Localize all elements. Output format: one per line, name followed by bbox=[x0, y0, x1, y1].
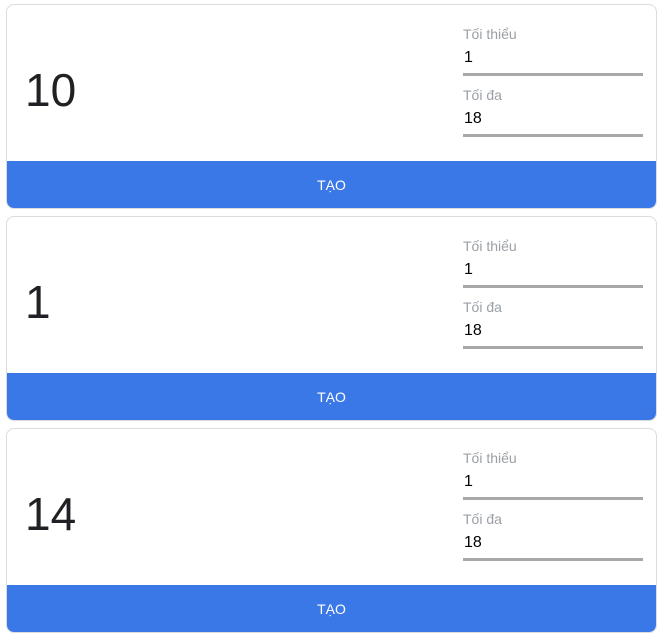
max-label: Tối đa bbox=[463, 511, 502, 527]
min-input[interactable]: 1 bbox=[464, 49, 473, 66]
min-label: Tối thiểu bbox=[463, 450, 517, 466]
min-field[interactable]: Tối thiểu 1 bbox=[463, 23, 643, 84]
max-underline bbox=[463, 134, 643, 137]
result-number: 10 bbox=[25, 64, 77, 116]
generate-button[interactable]: TẠO bbox=[7, 161, 656, 208]
result-number: 14 bbox=[25, 488, 77, 540]
random-number-card: 14 Tối thiểu 1 Tối đa 18 TẠO bbox=[6, 428, 657, 633]
max-field[interactable]: Tối đa 18 bbox=[463, 508, 643, 569]
max-label: Tối đa bbox=[463, 87, 502, 103]
max-underline bbox=[463, 346, 643, 349]
max-input[interactable]: 18 bbox=[464, 534, 482, 551]
max-input[interactable]: 18 bbox=[464, 322, 482, 339]
max-field[interactable]: Tối đa 18 bbox=[463, 84, 643, 145]
max-label: Tối đa bbox=[463, 299, 502, 315]
random-number-card: 1 Tối thiểu 1 Tối đa 18 TẠO bbox=[6, 216, 657, 421]
random-number-card: 10 Tối thiểu 1 Tối đa 18 TẠO bbox=[6, 4, 657, 209]
max-underline bbox=[463, 558, 643, 561]
min-input[interactable]: 1 bbox=[464, 473, 473, 490]
max-field[interactable]: Tối đa 18 bbox=[463, 296, 643, 357]
generate-button[interactable]: TẠO bbox=[7, 585, 656, 632]
min-underline bbox=[463, 73, 643, 76]
min-field[interactable]: Tối thiểu 1 bbox=[463, 447, 643, 508]
min-field[interactable]: Tối thiểu 1 bbox=[463, 235, 643, 296]
min-input[interactable]: 1 bbox=[464, 261, 473, 278]
min-label: Tối thiểu bbox=[463, 26, 517, 42]
result-number: 1 bbox=[25, 276, 51, 328]
min-label: Tối thiểu bbox=[463, 238, 517, 254]
generate-button[interactable]: TẠO bbox=[7, 373, 656, 420]
max-input[interactable]: 18 bbox=[464, 110, 482, 127]
min-underline bbox=[463, 497, 643, 500]
min-underline bbox=[463, 285, 643, 288]
